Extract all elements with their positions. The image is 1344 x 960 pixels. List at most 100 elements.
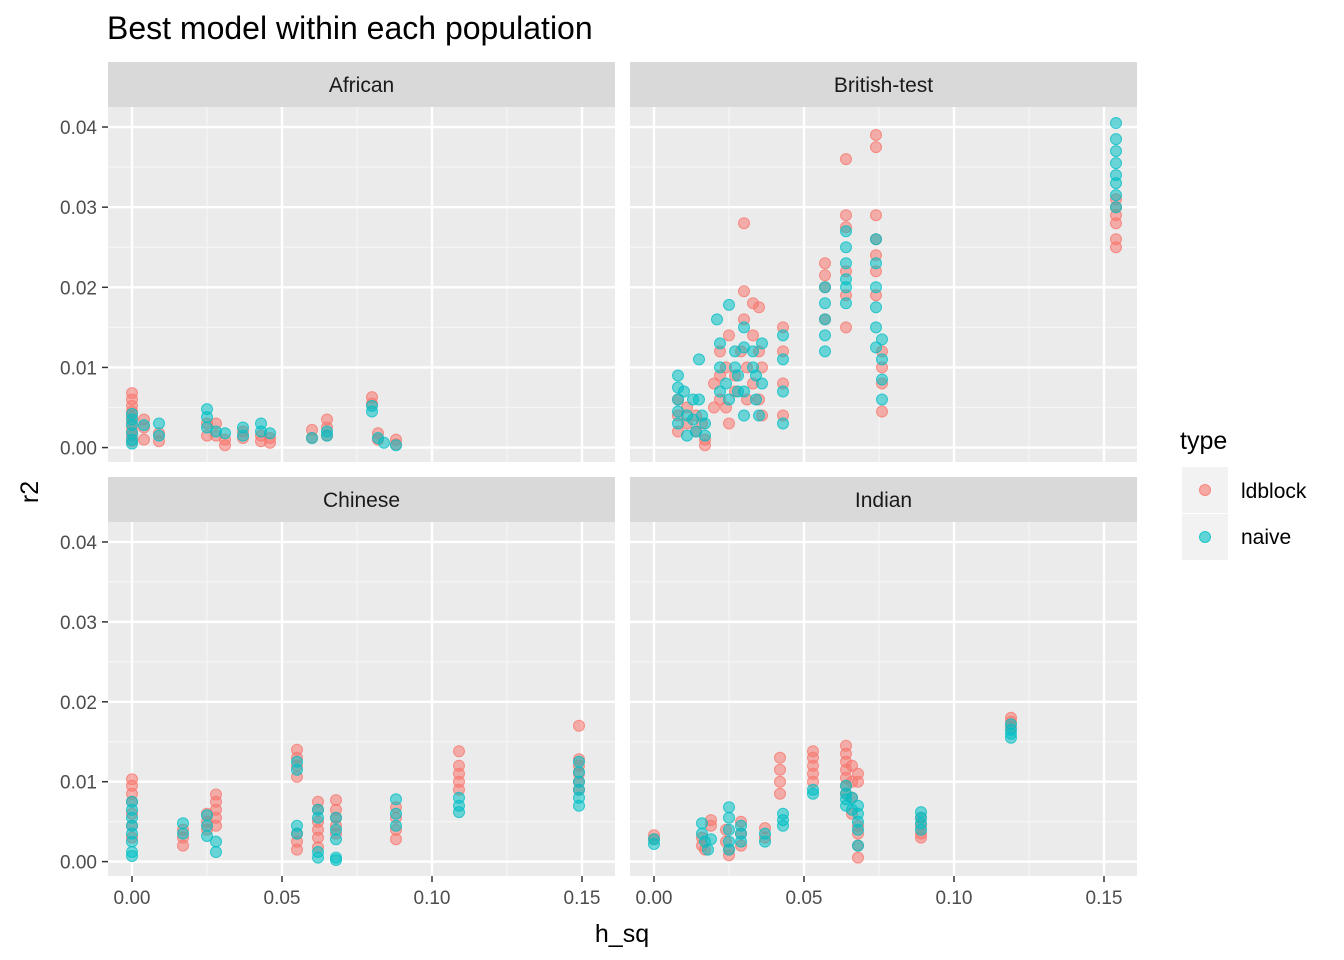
point-naive (870, 257, 882, 270)
point-naive (264, 427, 276, 440)
point-ldblock (747, 329, 759, 342)
point-ldblock (870, 209, 882, 222)
point-naive (852, 823, 864, 836)
point-naive (210, 846, 222, 858)
point-naive (738, 321, 750, 334)
point-naive (648, 838, 660, 850)
point-naive (1110, 157, 1122, 170)
point-naive (819, 297, 831, 310)
point-naive (732, 369, 744, 382)
point-naive (210, 835, 222, 848)
point-naive (306, 432, 318, 444)
point-naive (291, 827, 303, 840)
point-ldblock (774, 751, 786, 764)
point-naive (672, 369, 684, 382)
point-naive (753, 409, 765, 422)
point-naive (819, 329, 831, 342)
point-naive (840, 257, 852, 270)
point-naive (876, 353, 888, 366)
point-naive (330, 854, 342, 866)
point-naive (750, 393, 762, 406)
point-ldblock (870, 141, 882, 154)
point-ldblock (723, 417, 735, 430)
point-naive (714, 385, 726, 398)
strip-label-indian: Indian (855, 489, 912, 512)
point-naive (870, 233, 882, 246)
y-tick-label: 0.04 (60, 118, 97, 139)
point-naive (390, 819, 402, 832)
strip-african (108, 62, 615, 107)
point-ldblock (774, 775, 786, 788)
point-naive (870, 321, 882, 334)
point-naive (153, 417, 165, 430)
point-ldblock (1110, 217, 1122, 230)
point-ldblock (852, 851, 864, 864)
point-ldblock (774, 787, 786, 800)
point-ldblock (219, 439, 231, 452)
point-naive (777, 329, 789, 342)
point-naive (1110, 133, 1122, 146)
point-naive (378, 436, 390, 449)
legend-title: type (1180, 427, 1227, 455)
y-tick-label: 0.01 (60, 773, 97, 794)
point-naive (126, 835, 138, 848)
point-naive (723, 298, 735, 311)
point-ldblock (819, 269, 831, 282)
point-ldblock (738, 285, 750, 298)
point-naive (876, 393, 888, 406)
x-tick-label: 0.05 (264, 888, 301, 909)
x-tick-label: 0.05 (786, 888, 823, 909)
point-naive (735, 835, 747, 848)
point-ldblock (774, 763, 786, 776)
point-naive (693, 393, 705, 406)
point-naive (177, 827, 189, 840)
point-naive (714, 361, 726, 374)
point-naive (366, 405, 378, 418)
point-ldblock (738, 217, 750, 230)
point-ldblock (291, 843, 303, 856)
panel-british-test: British-test (630, 62, 1137, 462)
y-tick-label: 0.02 (60, 693, 97, 714)
point-naive (201, 809, 213, 822)
point-naive (219, 427, 231, 440)
point-naive (201, 411, 213, 424)
legend-key-naive (1199, 531, 1211, 543)
point-naive (723, 393, 735, 406)
point-naive (702, 843, 714, 856)
point-naive (807, 787, 819, 800)
point-naive (321, 429, 333, 442)
point-naive (1110, 117, 1122, 129)
y-tick-label: 0.01 (60, 358, 97, 379)
point-naive (840, 225, 852, 238)
chart-title: Best model within each population (107, 10, 593, 46)
point-naive (237, 429, 249, 442)
point-naive (126, 850, 138, 862)
panel-bg-chinese (108, 522, 615, 876)
point-naive (759, 835, 771, 848)
point-ldblock (852, 775, 864, 788)
panels-group: African 0.00 0.01 0.02 0.03 0.04 British-test C… (60, 62, 1137, 909)
point-naive (738, 409, 750, 422)
y-tick-label: 0.00 (60, 853, 97, 874)
x-axis-title: h_sq (595, 920, 649, 948)
point-ldblock (138, 433, 150, 446)
point-ldblock (708, 401, 720, 414)
point-naive (573, 755, 585, 768)
point-naive (870, 341, 882, 354)
point-ldblock (1110, 241, 1122, 254)
point-naive (138, 419, 150, 432)
point-naive (819, 345, 831, 358)
point-naive (714, 337, 726, 350)
point-naive (723, 843, 735, 856)
point-naive (876, 373, 888, 386)
point-naive (705, 833, 717, 846)
point-naive (840, 281, 852, 294)
strip-indian (630, 477, 1137, 522)
point-naive (696, 817, 708, 830)
point-ldblock (870, 129, 882, 141)
point-naive (738, 385, 750, 398)
strip-label-chinese: Chinese (323, 489, 400, 512)
point-naive (672, 417, 684, 430)
point-naive (840, 297, 852, 310)
